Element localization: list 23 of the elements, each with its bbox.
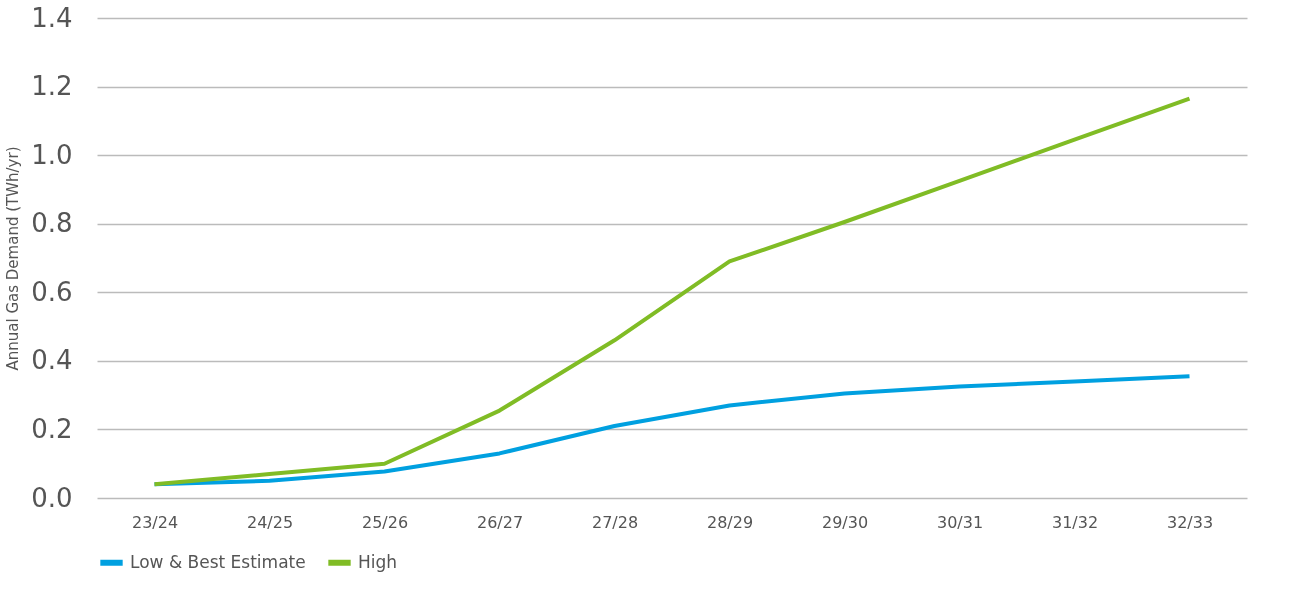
line-series xyxy=(152,96,1192,487)
y-axis-title: Annual Gas Demand (TWh/yr) xyxy=(4,146,23,371)
legend-label: High xyxy=(358,551,398,572)
y-tick-label: 0.6 xyxy=(31,276,73,307)
y-tick-label: 1.0 xyxy=(31,139,73,170)
x-tick-label: 23/24 xyxy=(131,512,179,532)
x-tick-label: 27/28 xyxy=(591,512,639,532)
line-series xyxy=(152,374,1192,487)
x-tick-label: 30/31 xyxy=(936,512,984,532)
y-tick-label: 1.4 xyxy=(31,2,73,33)
x-tick-label: 31/32 xyxy=(1051,512,1099,532)
y-tick-label: 0.8 xyxy=(31,208,73,239)
x-tick-label: 25/26 xyxy=(361,512,409,532)
x-tick-label: 28/29 xyxy=(706,512,754,532)
legend-label: Low & Best Estimate xyxy=(130,551,306,572)
x-tick-label: 29/30 xyxy=(821,512,869,532)
x-tick-label: 32/33 xyxy=(1166,512,1214,532)
y-tick-label: 0.4 xyxy=(31,345,73,376)
y-tick-label: 0.2 xyxy=(31,413,73,444)
x-tick-label: 26/27 xyxy=(476,512,524,532)
x-tick-label: 24/25 xyxy=(246,512,294,532)
y-tick-label: 1.2 xyxy=(31,71,73,102)
y-tick-label: 0.0 xyxy=(31,482,73,513)
